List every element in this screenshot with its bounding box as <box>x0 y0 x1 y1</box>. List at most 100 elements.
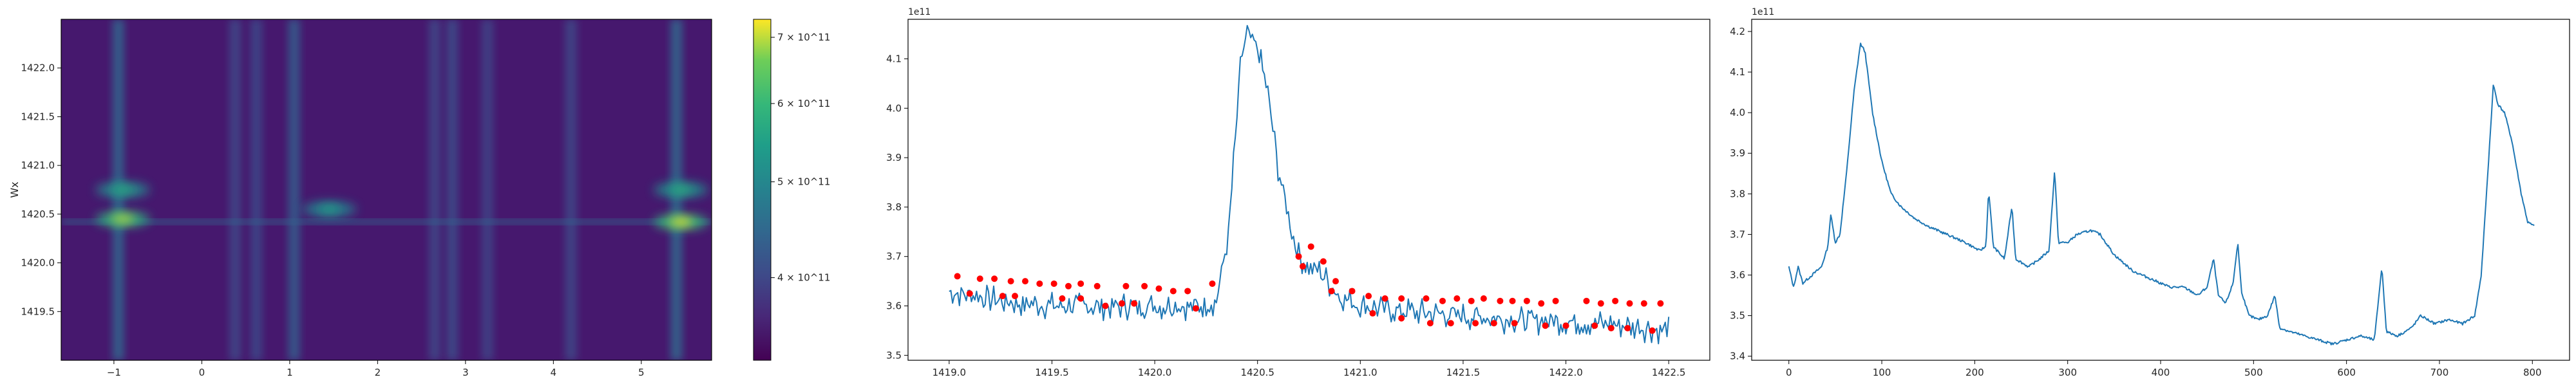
colorbar-tick-label: 4 × 10^11 <box>777 272 830 284</box>
spectrum-ytick-label: 4.0 <box>1730 107 1745 118</box>
peak-marker <box>1349 288 1356 295</box>
line-peaks-ytick-label: 4.0 <box>886 102 902 114</box>
heatmap-band <box>288 19 300 360</box>
line-peaks-xtick-label: 1419.0 <box>933 367 967 378</box>
peak-marker <box>1094 282 1101 290</box>
peak-marker <box>1192 305 1199 312</box>
peak-marker <box>1509 297 1516 304</box>
colorbar-tick-label: 6 × 10^11 <box>777 98 830 109</box>
peak-marker <box>1640 300 1647 307</box>
spectrum-ytick-label: 4.2 <box>1730 26 1745 37</box>
line-peaks-frame <box>907 19 1710 361</box>
peak-marker <box>1077 295 1084 302</box>
line-peaks-series <box>949 24 1670 345</box>
heatmap-y-axis: 1419.5 1420.0 1420.5 1421.0 1421.5 1422.0 <box>21 62 61 317</box>
peak-marker <box>1209 280 1216 287</box>
peak-marker <box>1480 295 1487 302</box>
heatmap-image <box>61 19 712 360</box>
peak-marker <box>1299 263 1306 270</box>
peak-marker <box>1381 295 1388 302</box>
peak-marker <box>1591 322 1598 329</box>
spectrum-series <box>1788 42 2535 345</box>
heatmap-ytick-label: 1420.5 <box>21 208 55 220</box>
heatmap-background <box>61 19 712 360</box>
line-peaks-ytick-label: 3.8 <box>886 201 902 213</box>
peak-marker <box>1365 293 1372 300</box>
peak-marker <box>1497 297 1504 304</box>
heatmap-ridge <box>61 218 712 225</box>
peak-marker <box>1583 297 1590 304</box>
heatmap-hotspot-core <box>111 186 135 194</box>
spectrum-xtick-label: 700 <box>2430 367 2449 378</box>
peak-marker <box>1320 258 1327 265</box>
heatmap-hotspot-core <box>669 217 693 226</box>
peak-marker <box>1170 288 1177 295</box>
heatmap-xtick-label: 1 <box>287 367 293 378</box>
peak-marker <box>1021 278 1028 285</box>
peak-marker <box>1184 288 1191 295</box>
peak-marker <box>1624 325 1631 332</box>
peak-marker <box>1562 322 1569 329</box>
spectrum-ytick-label: 3.5 <box>1730 310 1745 322</box>
heatmap-ytick-label: 1421.5 <box>21 111 55 122</box>
peak-marker <box>1036 280 1043 287</box>
heatmap-panel: −1 0 1 2 3 4 5 1419.51420.01420.51421.01421.51… <box>8 19 830 378</box>
spectrum-ytick-label: 4.1 <box>1730 66 1745 78</box>
line-peaks-xtick-label: 1419.5 <box>1035 367 1069 378</box>
heatmap-band <box>429 19 441 360</box>
peak-marker <box>1626 300 1633 307</box>
line-peaks-ytick-label: 3.6 <box>886 300 902 312</box>
peak-marker <box>1426 320 1434 327</box>
line-peaks-ytick-label: 3.9 <box>886 152 902 163</box>
line-peaks-panel: 1e11 1419.0 1419.5 1420.0 1420.5 1421.0 1421.… <box>886 7 1710 378</box>
spectrum-xtick-label: 800 <box>2523 367 2542 378</box>
line-peaks-ytick-label: 4.1 <box>886 53 902 64</box>
heatmap-x-axis: −1 0 1 2 3 4 5 <box>107 360 645 378</box>
peak-marker <box>1398 315 1405 322</box>
peak-marker <box>1369 310 1376 317</box>
heatmap-ytick-label: 1420.0 <box>21 257 55 269</box>
colorbar-ticks: 4 × 10^11 5 × 10^11 6 × 10^11 7 × 10^11 <box>771 32 830 284</box>
line-peaks-xtick-label: 1421.5 <box>1446 367 1481 378</box>
peak-marker <box>1065 282 1072 290</box>
spectrum-xtick-label: 400 <box>2152 367 2170 378</box>
peak-marker <box>1542 322 1549 329</box>
heatmap-hotspot-core <box>317 205 341 214</box>
spectrum-ytick-label: 3.8 <box>1730 188 1745 199</box>
peak-marker <box>976 275 983 282</box>
heatmap-xtick-label: 5 <box>638 367 645 378</box>
spectrum-ytick-label: 3.7 <box>1730 228 1745 240</box>
heatmap-hotspot-core <box>111 215 135 223</box>
line-peaks-xtick-label: 1420.5 <box>1240 367 1274 378</box>
peak-marker <box>1439 297 1446 304</box>
peak-marker <box>1612 297 1619 304</box>
peak-marker <box>1307 243 1314 250</box>
heatmap-xtick-label: 3 <box>462 367 469 378</box>
peak-markers <box>954 243 1664 334</box>
spectrum-xtick-label: 100 <box>1873 367 1891 378</box>
line-peaks-xtick-label: 1420.0 <box>1138 367 1172 378</box>
peak-marker <box>1332 278 1339 285</box>
peak-marker <box>1468 297 1475 304</box>
peak-marker <box>1523 297 1530 304</box>
peak-marker <box>1077 280 1084 287</box>
spectrum-frame <box>1751 19 2570 361</box>
peak-marker <box>966 290 973 297</box>
line-peaks-ytick-label: 3.5 <box>886 349 902 361</box>
heatmap-xtick-label: −1 <box>107 367 121 378</box>
heatmap-band <box>565 19 577 360</box>
peak-marker <box>1328 288 1335 295</box>
peak-marker <box>1119 300 1125 307</box>
heatmap-hotspot-core <box>669 186 693 194</box>
peak-marker <box>991 275 998 282</box>
peak-marker <box>999 293 1006 300</box>
heatmap-hotspots <box>95 182 708 230</box>
peak-marker <box>1102 302 1109 309</box>
heatmap-xtick-label: 2 <box>375 367 381 378</box>
peak-marker <box>1552 297 1559 304</box>
peak-marker <box>1472 320 1479 327</box>
peak-marker <box>1122 282 1130 290</box>
line-peaks-xtick-label: 1422.5 <box>1652 367 1686 378</box>
peak-marker <box>1007 278 1014 285</box>
line-peaks-offset-text: 1e11 <box>908 7 931 17</box>
